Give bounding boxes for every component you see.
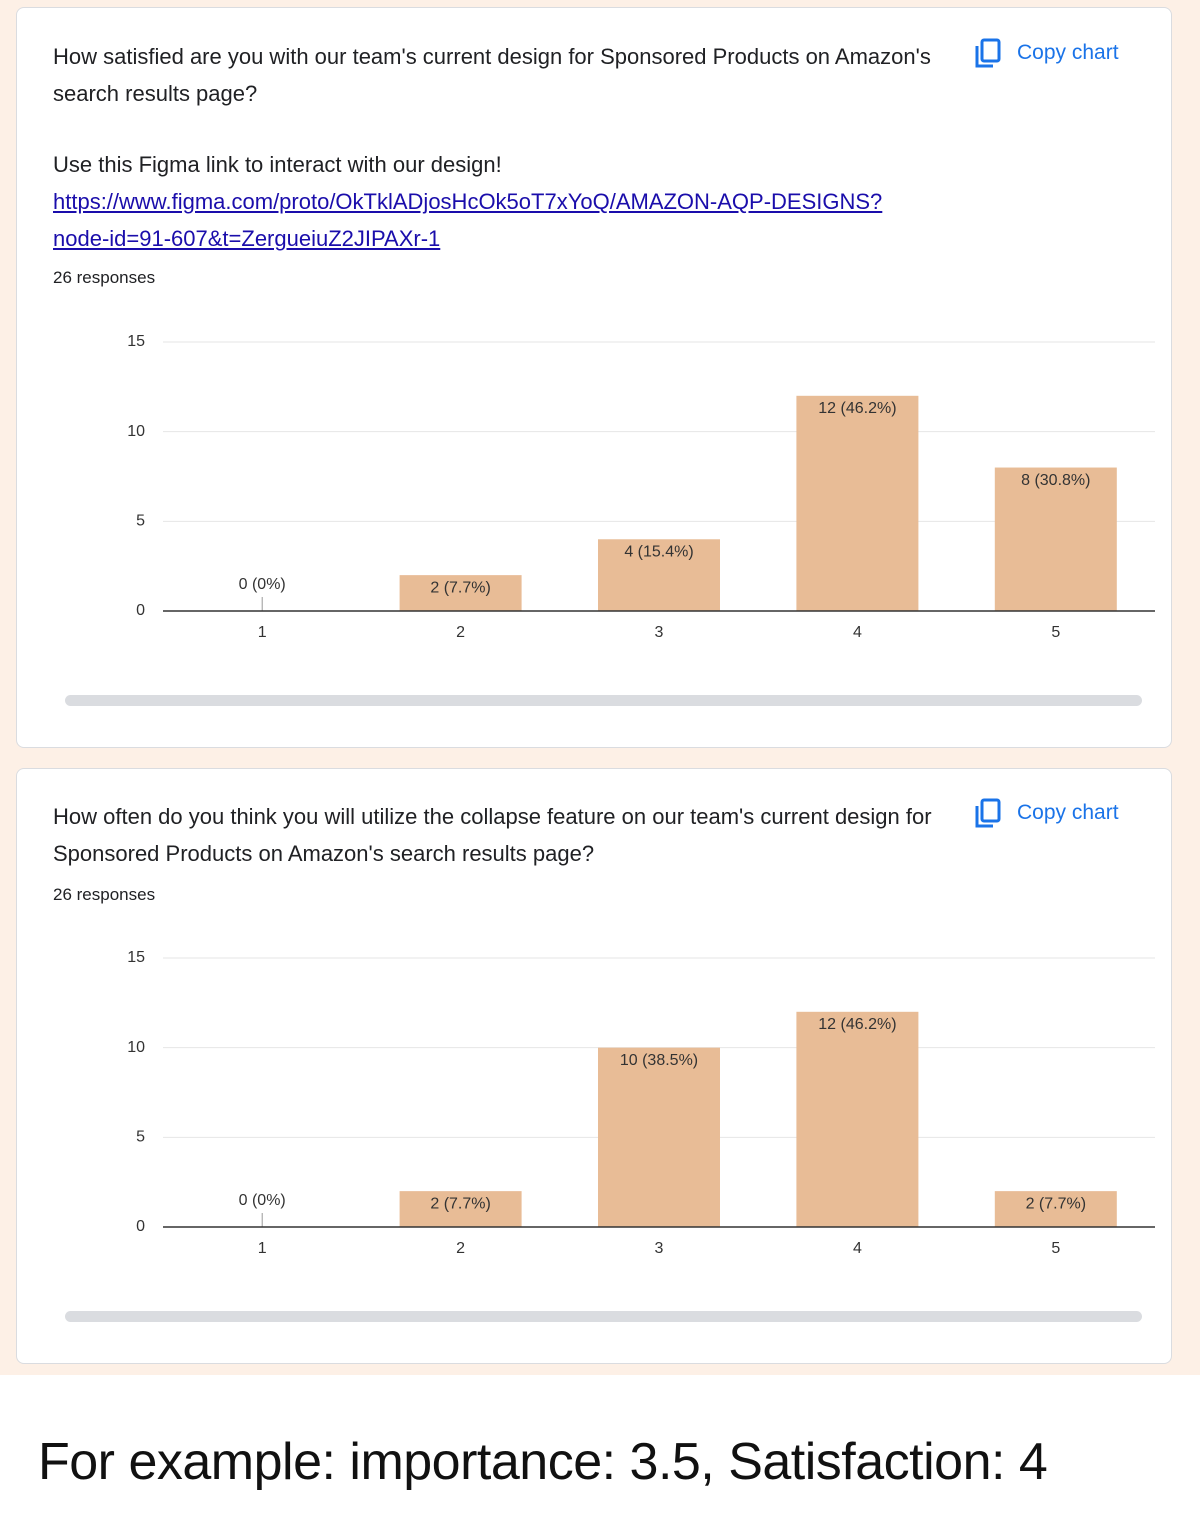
chart: 0 5 10 15 1 0 (0%) 2 2 (7.7%) 3 10 (38.5%) 4 12 (46… (65, 949, 1155, 1322)
bar (994, 1191, 1117, 1227)
bar (598, 1047, 720, 1227)
link[interactable]: https://www.figma.com/proto/OkTklADjosHc… (53, 189, 883, 251)
copy-chart-button[interactable]: Copy chart (975, 38, 1119, 68)
response-count: 26 responses (53, 268, 156, 287)
y-tick-label: 15 (127, 949, 145, 966)
data-label: 2 (7.7%) (430, 579, 490, 596)
x-tick-label: 5 (1051, 624, 1060, 641)
copy-icon (975, 798, 1001, 828)
x-tick-label: 1 (258, 624, 267, 641)
copy-icon (975, 38, 1001, 68)
question: How often do you think you will utilize … (53, 804, 932, 866)
y-tick-label: 5 (136, 513, 145, 530)
bar (399, 575, 522, 611)
card: How often do you think you will utilize … (16, 768, 1172, 1364)
data-label: 4 (15.4%) (624, 543, 693, 560)
response-count: 26 responses (53, 885, 156, 904)
scrollbar (65, 695, 1142, 706)
x-tick-label: 3 (655, 1240, 664, 1257)
data-label: 12 (46.2%) (818, 400, 896, 417)
x-tick-label: 5 (1051, 1240, 1060, 1257)
y-tick-label: 10 (127, 1039, 145, 1056)
x-tick-label: 2 (456, 1240, 465, 1257)
data-label: 8 (30.8%) (1021, 472, 1090, 489)
y-tick-label: 0 (136, 602, 145, 619)
x-tick-label: 4 (853, 624, 862, 641)
y-tick-label: 5 (136, 1129, 145, 1146)
x-tick-label: 2 (456, 624, 465, 641)
data-label: 0 (0%) (239, 576, 286, 593)
y-tick-label: 0 (136, 1218, 145, 1235)
caption: For example: importance: 3.5, Satisfacti… (38, 1433, 1048, 1491)
data-label: 2 (7.7%) (430, 1195, 490, 1212)
question: How satisfied are you with our team's cu… (53, 44, 931, 106)
description-text: Use this Figma link to interact with our… (53, 152, 502, 177)
bar (994, 467, 1117, 611)
bar (796, 395, 919, 611)
y-tick-label: 15 (127, 333, 145, 350)
button-label: Copy chart (1017, 41, 1119, 64)
bar (598, 539, 720, 611)
chart: 0 5 10 15 1 0 (0%) 2 2 (7.7%) 3 4 (15.4%) 4 12 (46.… (65, 333, 1155, 706)
data-label: 10 (38.5%) (620, 1052, 698, 1069)
card: How satisfied are you with our team's cu… (16, 7, 1172, 748)
data-label: 12 (46.2%) (818, 1016, 896, 1033)
bar (399, 1191, 522, 1227)
description: Use this Figma link to interact with our… (53, 146, 933, 257)
button-label: Copy chart (1017, 801, 1119, 824)
x-tick-label: 1 (258, 1240, 267, 1257)
data-label: 0 (0%) (239, 1192, 286, 1209)
bar (796, 1011, 919, 1227)
x-tick-label: 4 (853, 1240, 862, 1257)
copy-chart-button[interactable]: Copy chart (975, 798, 1119, 828)
x-tick-label: 3 (655, 624, 664, 641)
y-tick-label: 10 (127, 423, 145, 440)
data-label: 2 (7.7%) (1026, 1195, 1086, 1212)
scrollbar (65, 1311, 1142, 1322)
